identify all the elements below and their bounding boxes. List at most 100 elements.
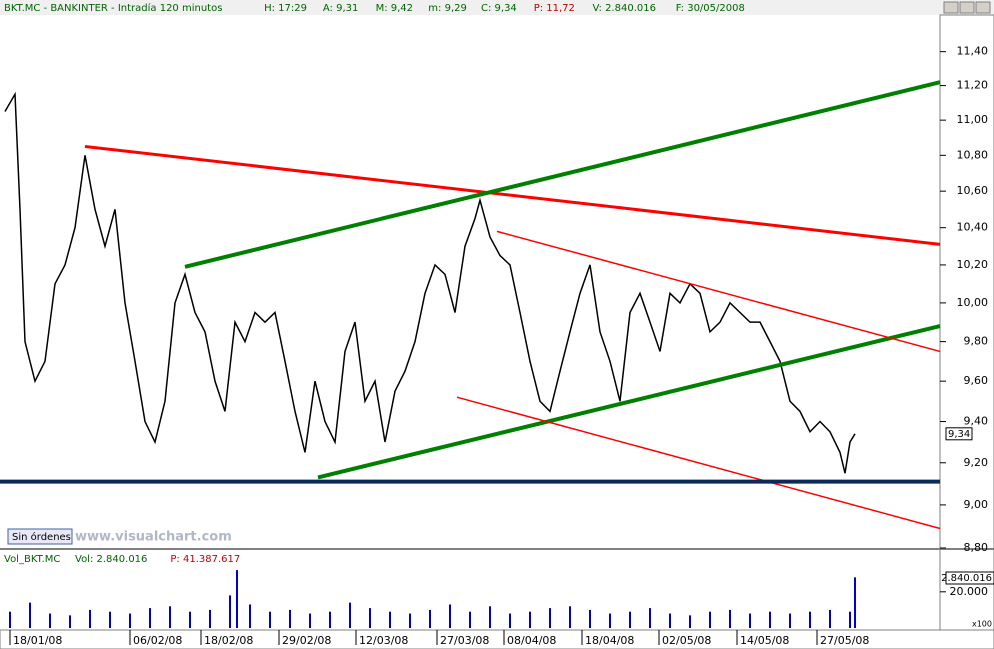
volume-bar <box>269 611 271 628</box>
volume-bar <box>709 611 711 628</box>
x-tick-label: 18/04/08 <box>585 634 634 647</box>
volume-bar <box>349 602 351 628</box>
x-tick-label: 02/05/08 <box>662 634 711 647</box>
volume-bar <box>509 613 511 628</box>
maximize-button[interactable] <box>959 1 975 14</box>
volume-bar <box>389 611 391 628</box>
price-line <box>4 91 856 474</box>
x-tick-label: 27/05/08 <box>820 634 869 647</box>
volume-bar <box>49 613 51 628</box>
volume-bar <box>9 611 11 628</box>
y-tick-label: 9,60 <box>964 374 989 387</box>
y-tick-label: 10,60 <box>957 184 989 197</box>
trendline <box>184 80 941 269</box>
volume-bar <box>669 613 671 628</box>
volume-bar <box>649 608 651 628</box>
volume-bar <box>129 613 131 628</box>
volume-bar <box>489 606 491 628</box>
volume-bar <box>529 611 531 628</box>
header-stat: P: 11,72 <box>534 3 575 14</box>
volume-bar <box>149 608 151 628</box>
x-tick-label: 27/03/08 <box>440 634 489 647</box>
y-tick-label: 9,20 <box>964 456 989 469</box>
header-stat: M: 9,42 <box>376 3 413 14</box>
volume-bar <box>549 608 551 628</box>
y-tick-label: 10,20 <box>957 258 989 271</box>
volume-bar <box>69 615 71 628</box>
volume-bar <box>829 609 831 628</box>
trendline <box>456 396 941 530</box>
x-tick-label: 06/02/08 <box>133 634 182 647</box>
watermark: www.visualchart.com <box>75 530 232 545</box>
volume-title: Vol_BKT.MC <box>4 554 60 565</box>
header-stat: P: 41.387.617 <box>170 554 240 565</box>
header-stat: m: 9,29 <box>428 3 467 14</box>
last-price-label: 9,34 <box>948 429 970 440</box>
y-tick-label: 9,80 <box>964 335 989 348</box>
header-stat: V: 2.840.016 <box>593 3 656 14</box>
header-stat: C: 9,34 <box>481 3 517 14</box>
volume-bar <box>249 604 251 628</box>
header-bar <box>0 0 994 15</box>
x-tick-label: 29/02/08 <box>282 634 331 647</box>
volume-bar <box>809 611 811 628</box>
y-tick-label: 11,00 <box>957 113 989 126</box>
y-tick-label: 10,00 <box>957 296 989 309</box>
y-tick-label: 20.000 <box>950 585 989 598</box>
last-value-box <box>945 571 994 585</box>
volume-bar <box>29 602 31 628</box>
y-tick-label: 10,40 <box>957 221 989 234</box>
volume-bar <box>289 609 291 628</box>
date-axis <box>0 629 994 649</box>
volume-bar <box>469 611 471 628</box>
last-price-box <box>945 427 973 441</box>
y-tick-label: 8,80 <box>964 541 989 554</box>
volume-bar <box>409 613 411 628</box>
volume-bar <box>609 613 611 628</box>
minimize-button[interactable] <box>943 1 959 14</box>
volume-bar <box>854 577 856 628</box>
volume-bar <box>789 613 791 628</box>
y-tick-label: 10,80 <box>957 148 989 161</box>
y-tick-label: 9,40 <box>964 415 989 428</box>
header-stat: F: 30/05/2008 <box>676 3 745 14</box>
x-tick-label: 12/03/08 <box>359 634 408 647</box>
x-tick-label: 08/04/08 <box>507 634 556 647</box>
y-tick-label: 9,00 <box>964 498 989 511</box>
volume-bar <box>209 609 211 628</box>
x-tick-label: 18/01/08 <box>13 634 62 647</box>
volume-bar <box>449 604 451 628</box>
orders-button-label[interactable]: Sin órdenes <box>12 531 71 543</box>
axis-panel <box>939 14 994 631</box>
volume-bar <box>629 611 631 628</box>
volume-bar <box>429 609 431 628</box>
volume-bar <box>236 570 238 628</box>
volume-bar <box>689 615 691 628</box>
chart-title: BKT.MC - BANKINTER - Intradía 120 minuto… <box>4 2 222 14</box>
volume-bar <box>729 609 731 628</box>
window-buttons[interactable] <box>943 1 991 14</box>
volume-bar <box>229 595 231 628</box>
close-button[interactable] <box>975 1 991 14</box>
volume-bar <box>569 606 571 628</box>
x-tick-label: 14/05/08 <box>740 634 789 647</box>
volume-bar <box>369 608 371 628</box>
header-stat: Vol: 2.840.016 <box>75 554 147 565</box>
unit-label: x100 <box>972 620 992 629</box>
orders-button[interactable] <box>7 528 73 545</box>
trendline <box>317 324 941 480</box>
volume-bar <box>749 613 751 628</box>
header-stat: H: 17:29 <box>264 3 307 14</box>
last-value-label: 2.840.016 <box>941 573 992 584</box>
volume-bar <box>769 611 771 628</box>
volume-bar <box>169 606 171 628</box>
trendline <box>84 144 941 246</box>
volume-bar <box>309 613 311 628</box>
trendline <box>496 230 941 353</box>
volume-bar <box>849 611 851 628</box>
x-tick-label: 18/02/08 <box>204 634 253 647</box>
header-stat: A: 9,31 <box>323 3 358 14</box>
